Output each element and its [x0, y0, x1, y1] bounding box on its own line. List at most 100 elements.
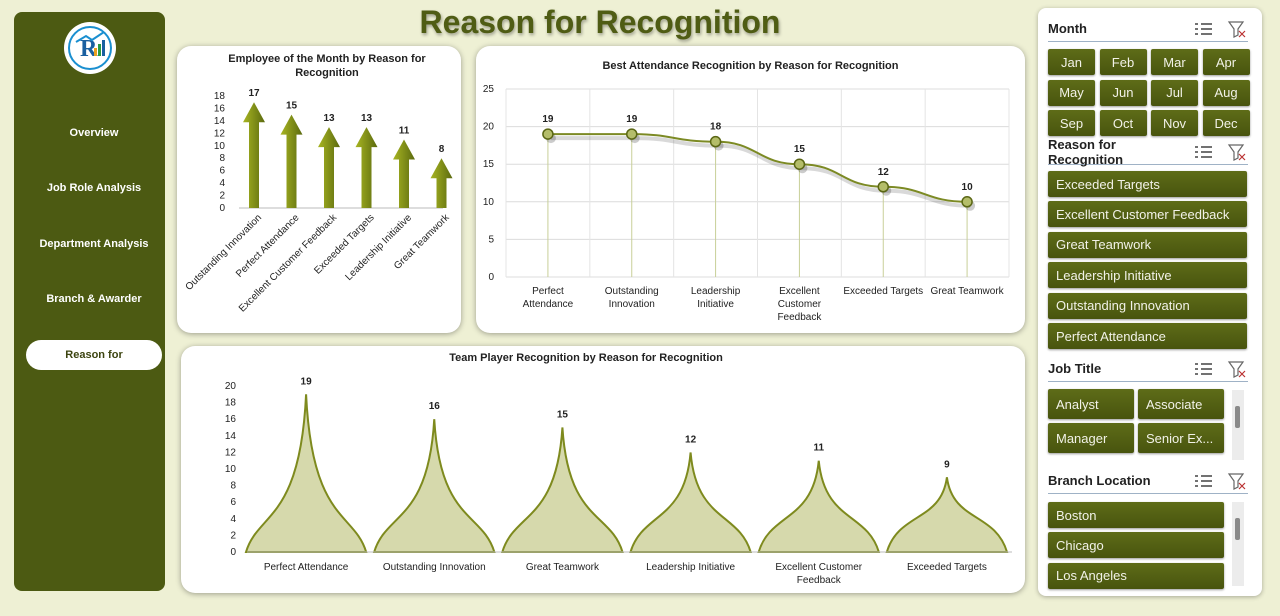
slicer-panel: Month Jan Feb Mar Apr May Jun Jul Aug Sep Oct Nov D…: [1038, 8, 1262, 596]
data-label: 10: [962, 182, 974, 193]
y-tick-label: 20: [225, 381, 237, 392]
month-button-dec[interactable]: Dec: [1202, 110, 1250, 136]
y-tick-label: 12: [225, 447, 237, 458]
month-button-jul[interactable]: Jul: [1151, 79, 1198, 106]
bar-arrow: [318, 127, 340, 208]
data-label: 19: [626, 114, 638, 125]
multi-select-icon[interactable]: [1192, 472, 1214, 490]
x-tick-label: Perfect: [532, 286, 564, 297]
x-tick-label: Customer: [778, 299, 822, 310]
data-point: [626, 128, 638, 140]
reason-button[interactable]: Exceeded Targets: [1048, 171, 1247, 197]
job-title-button[interactable]: Associate: [1138, 389, 1224, 419]
data-label: 15: [794, 144, 806, 155]
data-label: 13: [361, 113, 373, 124]
multi-select-icon[interactable]: [1192, 143, 1214, 161]
job-title-slicer-title: Job Title: [1048, 361, 1102, 376]
x-tick-label: Outstanding Innovation: [383, 562, 486, 573]
data-label: 18: [710, 122, 722, 133]
peak-shape: [629, 452, 753, 553]
y-tick-label: 2: [230, 530, 236, 541]
nav-overview[interactable]: Overview: [69, 127, 119, 139]
job-title-button[interactable]: Manager: [1048, 423, 1134, 453]
month-button-jun[interactable]: Jun: [1099, 79, 1147, 106]
reason-button[interactable]: Leadership Initiative: [1048, 262, 1247, 289]
y-tick-label: 4: [230, 514, 236, 525]
month-slicer-header: Month: [1048, 16, 1248, 42]
x-tick-label: Excellent Customer: [775, 562, 862, 573]
y-tick-label: 18: [225, 398, 237, 409]
nav-branch-awarder[interactable]: Branch & Awarder: [46, 293, 142, 305]
peak-shape: [757, 460, 881, 553]
y-tick-label: 5: [488, 234, 494, 245]
data-label: 19: [542, 114, 554, 125]
y-tick-label: 16: [214, 103, 226, 114]
month-button-mar[interactable]: Mar: [1151, 49, 1198, 75]
x-tick-label: Leadership Initiative: [646, 562, 735, 573]
data-label: 9: [944, 459, 950, 470]
branch-button[interactable]: Los Angeles: [1048, 562, 1224, 589]
y-tick-label: 8: [230, 481, 236, 492]
data-label: 13: [323, 113, 335, 124]
employee-of-month-chart: Employee of the Month by Reason for Reco…: [177, 46, 461, 333]
month-button-nov[interactable]: Nov: [1151, 110, 1198, 136]
month-button-feb[interactable]: Feb: [1099, 49, 1147, 75]
job-title-scrollbar[interactable]: [1232, 390, 1244, 460]
x-tick-label: Exceeded Targets: [843, 286, 923, 297]
month-button-jan[interactable]: Jan: [1048, 49, 1095, 75]
series-line-shadow: [550, 136, 971, 208]
month-button-oct[interactable]: Oct: [1099, 110, 1147, 136]
clear-filter-icon[interactable]: [1226, 20, 1248, 38]
best-attendance-chart: Best Attendance Recognition by Reason fo…: [476, 46, 1025, 333]
multi-select-icon[interactable]: [1192, 360, 1214, 378]
bar-arrow: [430, 158, 453, 208]
branch-button[interactable]: Boston: [1048, 502, 1224, 528]
series-line: [547, 133, 968, 203]
data-point: [961, 196, 973, 208]
chart3-svg: 0 2 4 6 8 10 12 14 16 18 20 19 Perfect Attendance 16 O…: [225, 376, 1012, 586]
data-label: 8: [439, 144, 445, 155]
month-button-apr[interactable]: Apr: [1202, 49, 1250, 75]
peak-shape: [372, 419, 496, 553]
data-label: 11: [399, 126, 410, 137]
y-tick-label: 18: [214, 91, 226, 102]
branch-button[interactable]: Chicago: [1048, 532, 1224, 559]
nav-job-role-analysis[interactable]: Job Role Analysis: [46, 182, 142, 194]
job-title-button[interactable]: Analyst: [1048, 389, 1134, 419]
nav-reason-for[interactable]: Reason for: [26, 340, 162, 370]
nav-department-analysis[interactable]: Department Analysis: [39, 238, 149, 250]
month-button-aug[interactable]: Aug: [1202, 79, 1250, 106]
y-tick-label: 12: [214, 128, 226, 139]
x-tick-label: Leadership: [691, 286, 741, 297]
reason-button[interactable]: Great Teamwork: [1048, 231, 1247, 258]
month-button-sep[interactable]: Sep: [1048, 110, 1095, 136]
y-tick-label: 14: [225, 431, 237, 442]
reason-button[interactable]: Excellent Customer Feedback: [1048, 201, 1247, 228]
y-tick-label: 14: [214, 116, 226, 127]
month-slicer-title: Month: [1048, 21, 1087, 36]
chart2-svg: 0 5 10 15 20 25 19 Perfect Attendance 19 Outstandi…: [483, 84, 1010, 323]
data-label: 19: [301, 376, 313, 387]
month-button-may[interactable]: May: [1048, 79, 1095, 106]
y-tick-label: 6: [230, 497, 236, 508]
clear-filter-icon[interactable]: [1226, 143, 1248, 161]
page-title: Reason for Recognition: [419, 4, 781, 40]
branch-scrollbar[interactable]: [1232, 502, 1244, 586]
x-tick-label: Feedback: [797, 575, 842, 586]
x-tick-label: Great Teamwork: [526, 562, 600, 573]
chart-title: Employee of the Month by Reason for Reco…: [228, 53, 426, 79]
clear-filter-icon[interactable]: [1226, 360, 1248, 378]
reason-button[interactable]: Perfect Attendance: [1048, 323, 1247, 349]
x-tick-label: Feedback: [777, 312, 822, 323]
job-title-button[interactable]: Senior Ex...: [1138, 423, 1224, 453]
reason-slicer-header: Reason for Recognition: [1048, 137, 1248, 167]
x-tick-label: Excellent: [779, 286, 820, 297]
reason-button[interactable]: Outstanding Innovation: [1048, 292, 1247, 319]
y-tick-label: 16: [225, 414, 237, 425]
clear-filter-icon[interactable]: [1226, 472, 1248, 490]
y-tick-label: 2: [219, 191, 225, 202]
x-tick-label: Exceeded Targets: [907, 562, 987, 573]
x-tick-label: Outstanding Innovation: [184, 212, 265, 293]
multi-select-icon[interactable]: [1192, 20, 1214, 38]
